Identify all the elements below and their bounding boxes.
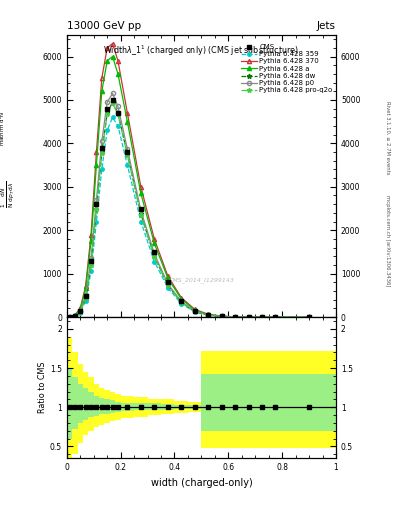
- Text: 13000 GeV pp: 13000 GeV pp: [67, 20, 141, 31]
- Text: Jets: Jets: [317, 20, 336, 31]
- Text: Width$\lambda$_1$^1$ (charged only) (CMS jet substructure): Width$\lambda$_1$^1$ (charged only) (CMS…: [103, 44, 299, 58]
- Text: Rivet 3.1.10, ≥ 2.7M events: Rivet 3.1.10, ≥ 2.7M events: [385, 101, 390, 175]
- Text: CMS_2014_I1299143: CMS_2014_I1299143: [169, 278, 234, 283]
- Legend: CMS, Pythia 6.428 359, Pythia 6.428 370, Pythia 6.428 a, Pythia 6.428 dw, Pythia: CMS, Pythia 6.428 359, Pythia 6.428 370,…: [240, 42, 334, 95]
- Y-axis label: Ratio to CMS: Ratio to CMS: [38, 362, 47, 413]
- Text: mathrm d$^2$N: mathrm d$^2$N: [0, 110, 7, 146]
- X-axis label: width (charged-only): width (charged-only): [151, 478, 252, 487]
- Text: $\frac{1}{\mathrm{N}}\,\frac{\mathrm{d}N}{\mathrm{d}p_T\,\mathrm{d}\lambda}$: $\frac{1}{\mathrm{N}}\,\frac{\mathrm{d}N…: [0, 181, 17, 208]
- Text: mcplots.cern.ch [arXiv:1306.3436]: mcplots.cern.ch [arXiv:1306.3436]: [385, 195, 390, 286]
